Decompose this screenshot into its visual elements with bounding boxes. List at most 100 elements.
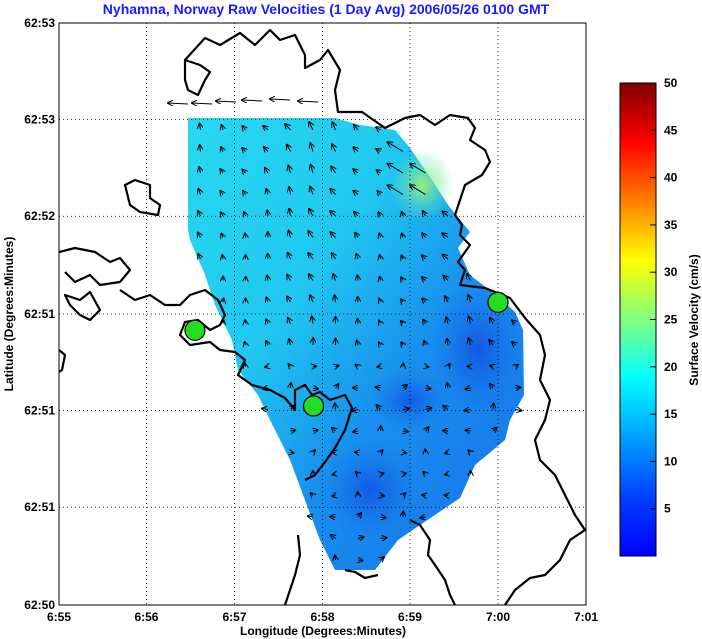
velocity-arrow	[312, 317, 313, 324]
velocity-arrow	[266, 189, 268, 195]
velocity-arrow	[443, 255, 448, 259]
velocity-arrow	[358, 560, 363, 561]
x-axis-label: Longitude (Degrees:Minutes)	[240, 624, 406, 638]
radar-site-marker	[302, 395, 325, 417]
velocity-arrow	[263, 388, 268, 389]
velocity-arrow	[310, 143, 313, 152]
velocity-arrow	[270, 99, 291, 100]
velocity-arrow	[381, 496, 384, 497]
velocity-arrow	[332, 428, 336, 431]
velocity-arrow	[516, 388, 521, 389]
velocity-arrow	[401, 299, 403, 302]
velocity-arrow	[422, 495, 425, 496]
velocity-arrow	[402, 212, 403, 216]
velocity-arrow	[442, 211, 449, 216]
velocity-arrow	[331, 535, 336, 539]
velocity-arrow	[311, 165, 313, 174]
velocity-arrow	[332, 144, 336, 152]
y-tick-label: 62:53	[24, 16, 55, 30]
velocity-arrow	[289, 209, 290, 217]
velocity-arrow	[468, 295, 470, 303]
low-speed-zone	[320, 440, 420, 540]
velocity-arrow	[198, 189, 200, 195]
velocity-arrow	[426, 427, 429, 431]
velocity-arrow	[445, 474, 448, 475]
velocity-arrow	[353, 147, 358, 151]
velocity-arrow	[446, 317, 448, 324]
colorbar-tick-label: 35	[664, 218, 678, 232]
velocity-arrow	[200, 124, 201, 131]
velocity-arrow	[198, 233, 201, 238]
velocity-arrow	[353, 191, 358, 195]
velocity-arrow	[265, 367, 268, 368]
velocity-arrow	[381, 517, 386, 518]
velocity-arrow	[442, 233, 449, 237]
velocity-arrow	[330, 189, 335, 195]
velocity-arrow	[357, 319, 358, 324]
velocity-arrow	[267, 276, 268, 281]
velocity-arrow	[377, 405, 381, 410]
velocity-arrow	[379, 299, 380, 302]
velocity-arrow	[263, 126, 268, 130]
velocity-arrow	[445, 453, 448, 454]
velocity-arrow	[466, 388, 471, 389]
velocity-arrow	[289, 187, 290, 195]
velocity-arrow	[311, 493, 313, 495]
plot-frame	[58, 22, 587, 606]
velocity-arrow	[443, 276, 448, 281]
velocity-arrow	[489, 340, 493, 345]
velocity-arrow	[379, 342, 381, 345]
low-speed-zone	[428, 280, 528, 420]
velocity-arrow	[493, 428, 497, 431]
radar-site-marker	[184, 319, 206, 341]
velocity-arrow	[223, 299, 224, 303]
velocity-arrow	[265, 168, 268, 173]
velocity-arrow	[244, 212, 246, 216]
velocity-arrow	[410, 185, 426, 195]
velocity-arrow	[388, 185, 404, 195]
velocity-arrow	[192, 103, 213, 104]
colorbar-tick-label: 40	[664, 171, 678, 185]
velocity-arrow	[291, 405, 295, 409]
velocity-arrow	[168, 103, 189, 104]
x-tick-label: 6:56	[134, 610, 158, 624]
x-tick-label: 7:01	[574, 610, 598, 624]
velocity-arrow	[333, 474, 336, 475]
velocity-arrow	[308, 516, 313, 517]
colorbar-tick-label: 50	[664, 76, 678, 90]
velocity-arrow	[243, 191, 246, 195]
velocity-arrow	[216, 101, 237, 102]
velocity-arrow	[291, 430, 296, 431]
velocity-arrow	[335, 295, 336, 303]
high-speed-zone	[390, 149, 454, 221]
velocity-arrow	[422, 233, 425, 237]
velocity-arrow	[381, 450, 383, 452]
velocity-arrow	[422, 277, 426, 280]
velocity-arrow	[289, 231, 291, 238]
velocity-arrow	[332, 496, 335, 497]
colorbar-tick-label: 5	[664, 502, 671, 516]
velocity-arrow	[245, 234, 246, 238]
velocity-arrow	[490, 366, 493, 367]
velocity-arrow	[379, 234, 380, 238]
velocity-arrow	[287, 297, 290, 303]
velocity-arrow	[333, 274, 335, 281]
velocity-arrow	[335, 404, 336, 410]
velocity-arrow	[410, 164, 426, 174]
velocity-arrow	[298, 101, 319, 102]
velocity-arrow	[512, 320, 516, 323]
velocity-arrow	[357, 275, 358, 280]
velocity-arrow	[380, 277, 381, 281]
y-tick-label: 62:52	[24, 209, 55, 223]
velocity-arrow	[335, 556, 336, 561]
velocity-arrow	[313, 430, 318, 431]
velocity-arrow	[403, 473, 406, 474]
x-tick-label: 7:00	[486, 610, 510, 624]
velocity-arrow	[493, 404, 494, 410]
velocity-arrow	[447, 339, 448, 346]
velocity-arrow	[426, 367, 429, 368]
velocity-arrow	[354, 212, 358, 216]
velocity-arrow	[425, 408, 432, 410]
velocity-arrow	[287, 145, 291, 152]
y-tick-label: 62:51	[24, 500, 55, 514]
